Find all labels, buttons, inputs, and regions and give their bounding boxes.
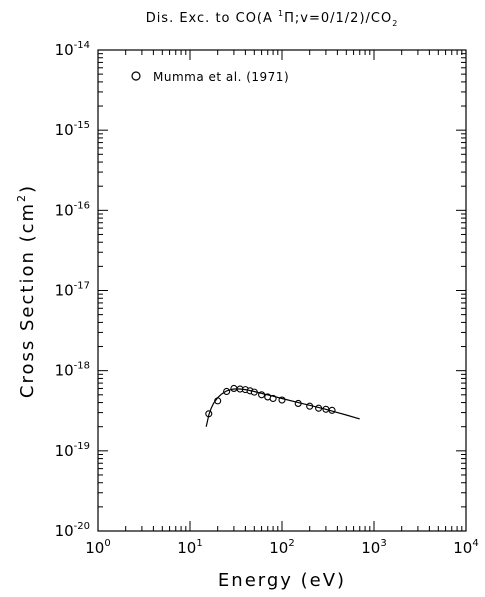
x-tick-label: 104 [453,538,478,557]
y-axis-label: Cross Section (cm2) [15,184,38,398]
plot-area [97,49,467,532]
x-tick-label: 100 [85,538,110,557]
y-tick-label: 10-14 [55,40,90,59]
y-tick-label: 10-15 [55,120,90,139]
x-tick-label: 102 [269,538,294,557]
y-tick-label: 10-18 [55,361,90,380]
y-tick-labels: 10-20 10-19 10-18 10-17 10-16 10-15 10-14 [55,40,90,540]
x-tick-label: 101 [177,538,202,557]
chart-title: Dis. Exc. to CO(A 1Π;v=0/1/2)/CO2 [146,9,399,28]
x-tick-labels: 100 101 102 103 104 [85,538,478,557]
y-tick-label: 10-16 [55,200,90,219]
legend-label: Mumma et al. (1971) [153,70,289,84]
axis-ticks [97,50,466,532]
legend-marker-circle [131,71,141,81]
y-tick-label: 10-20 [55,521,90,540]
chart-marks [205,384,360,427]
y-tick-label: 10-17 [55,281,90,300]
x-axis-label: Energy (eV) [218,570,346,591]
y-tick-label: 10-19 [55,441,90,460]
fit-line [205,388,360,427]
x-tick-label: 103 [361,538,386,557]
